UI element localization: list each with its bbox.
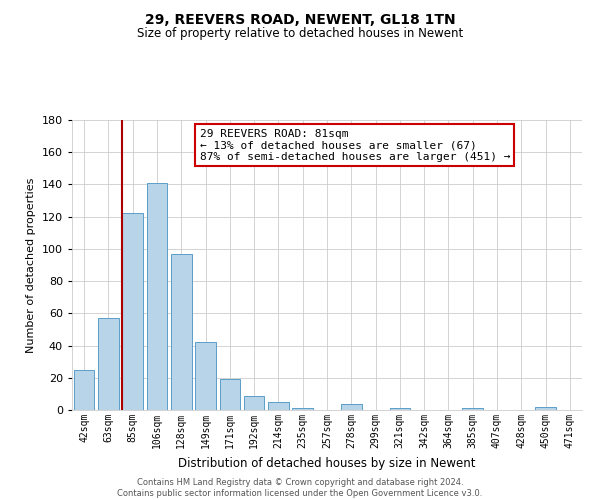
Bar <box>268 402 289 410</box>
Bar <box>535 407 556 410</box>
Bar <box>146 183 167 410</box>
Bar <box>463 408 483 410</box>
Bar <box>98 318 119 410</box>
Text: Size of property relative to detached houses in Newent: Size of property relative to detached ho… <box>137 28 463 40</box>
Text: 29, REEVERS ROAD, NEWENT, GL18 1TN: 29, REEVERS ROAD, NEWENT, GL18 1TN <box>145 12 455 26</box>
Text: Contains HM Land Registry data © Crown copyright and database right 2024.
Contai: Contains HM Land Registry data © Crown c… <box>118 478 482 498</box>
Bar <box>122 214 143 410</box>
Bar <box>74 370 94 410</box>
Text: 29 REEVERS ROAD: 81sqm
← 13% of detached houses are smaller (67)
87% of semi-det: 29 REEVERS ROAD: 81sqm ← 13% of detached… <box>199 128 510 162</box>
Bar <box>195 342 216 410</box>
Bar <box>171 254 191 410</box>
Bar <box>292 408 313 410</box>
Bar <box>220 380 240 410</box>
Text: Distribution of detached houses by size in Newent: Distribution of detached houses by size … <box>178 458 476 470</box>
Bar <box>341 404 362 410</box>
Y-axis label: Number of detached properties: Number of detached properties <box>26 178 36 352</box>
Bar <box>244 396 265 410</box>
Bar <box>389 408 410 410</box>
